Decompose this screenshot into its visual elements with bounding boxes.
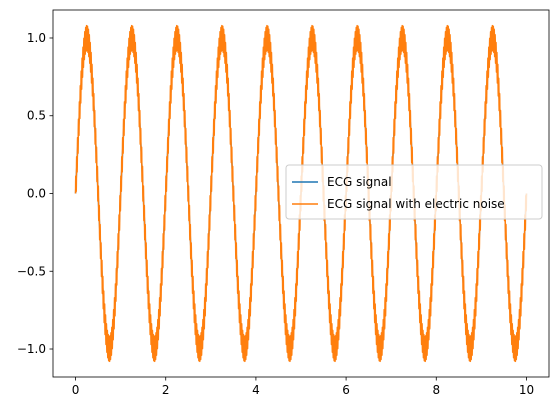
x-tick-label: 6 — [342, 383, 350, 397]
y-tick-label: −0.5 — [17, 264, 46, 278]
x-axis: 0 2 4 6 8 10 — [72, 377, 534, 397]
y-tick-label: 0.5 — [27, 109, 46, 123]
x-tick-label: 0 — [72, 383, 80, 397]
x-tick-label: 10 — [519, 383, 534, 397]
legend-box — [285, 164, 543, 220]
legend-label-ecg-signal-with-noise: ECG signal with electric noise — [327, 197, 505, 211]
y-tick-label: 0.0 — [27, 187, 46, 201]
y-axis: −1.0 −0.5 0.0 0.5 1.0 — [17, 31, 53, 356]
legend-label-ecg-signal: ECG signal — [327, 175, 392, 189]
legend: ECG signal ECG signal with electric nois… — [285, 164, 543, 220]
y-tick-label: −1.0 — [17, 342, 46, 356]
x-tick-label: 2 — [162, 383, 170, 397]
x-tick-label: 8 — [432, 383, 440, 397]
y-tick-label: 1.0 — [27, 31, 46, 45]
x-tick-label: 4 — [252, 383, 260, 397]
